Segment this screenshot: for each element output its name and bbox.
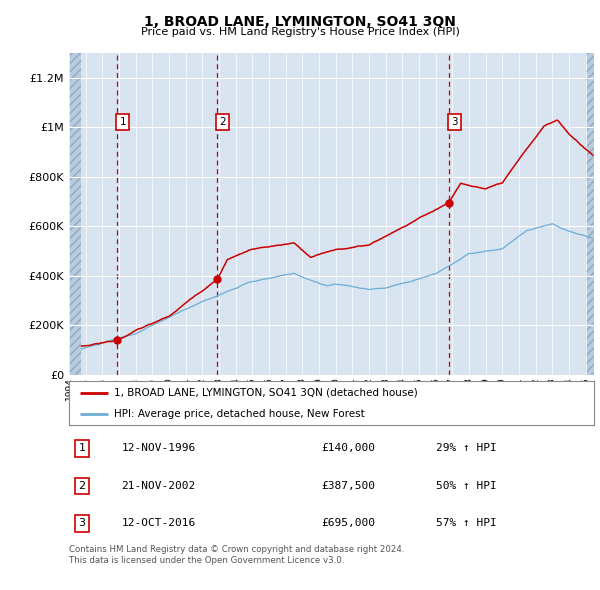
Text: 12-NOV-1996: 12-NOV-1996 — [121, 443, 196, 453]
Bar — [69, 53, 81, 375]
Text: 1: 1 — [119, 117, 126, 127]
Text: 21-NOV-2002: 21-NOV-2002 — [121, 481, 196, 491]
Text: 1, BROAD LANE, LYMINGTON, SO41 3QN (detached house): 1, BROAD LANE, LYMINGTON, SO41 3QN (deta… — [113, 388, 418, 398]
Text: Contains HM Land Registry data © Crown copyright and database right 2024.
This d: Contains HM Land Registry data © Crown c… — [69, 545, 404, 565]
Text: £387,500: £387,500 — [321, 481, 375, 491]
Text: HPI: Average price, detached house, New Forest: HPI: Average price, detached house, New … — [113, 409, 364, 419]
Text: 29% ↑ HPI: 29% ↑ HPI — [437, 443, 497, 453]
Text: 12-OCT-2016: 12-OCT-2016 — [121, 519, 196, 529]
Text: 57% ↑ HPI: 57% ↑ HPI — [437, 519, 497, 529]
Text: 50% ↑ HPI: 50% ↑ HPI — [437, 481, 497, 491]
Text: 3: 3 — [451, 117, 458, 127]
Text: 1, BROAD LANE, LYMINGTON, SO41 3QN: 1, BROAD LANE, LYMINGTON, SO41 3QN — [144, 15, 456, 29]
Text: £140,000: £140,000 — [321, 443, 375, 453]
Bar — [586, 53, 596, 375]
Text: 2: 2 — [220, 117, 226, 127]
Text: 2: 2 — [79, 481, 86, 491]
Text: 1: 1 — [79, 443, 86, 453]
Text: 3: 3 — [79, 519, 86, 529]
Text: Price paid vs. HM Land Registry's House Price Index (HPI): Price paid vs. HM Land Registry's House … — [140, 27, 460, 37]
Text: £695,000: £695,000 — [321, 519, 375, 529]
